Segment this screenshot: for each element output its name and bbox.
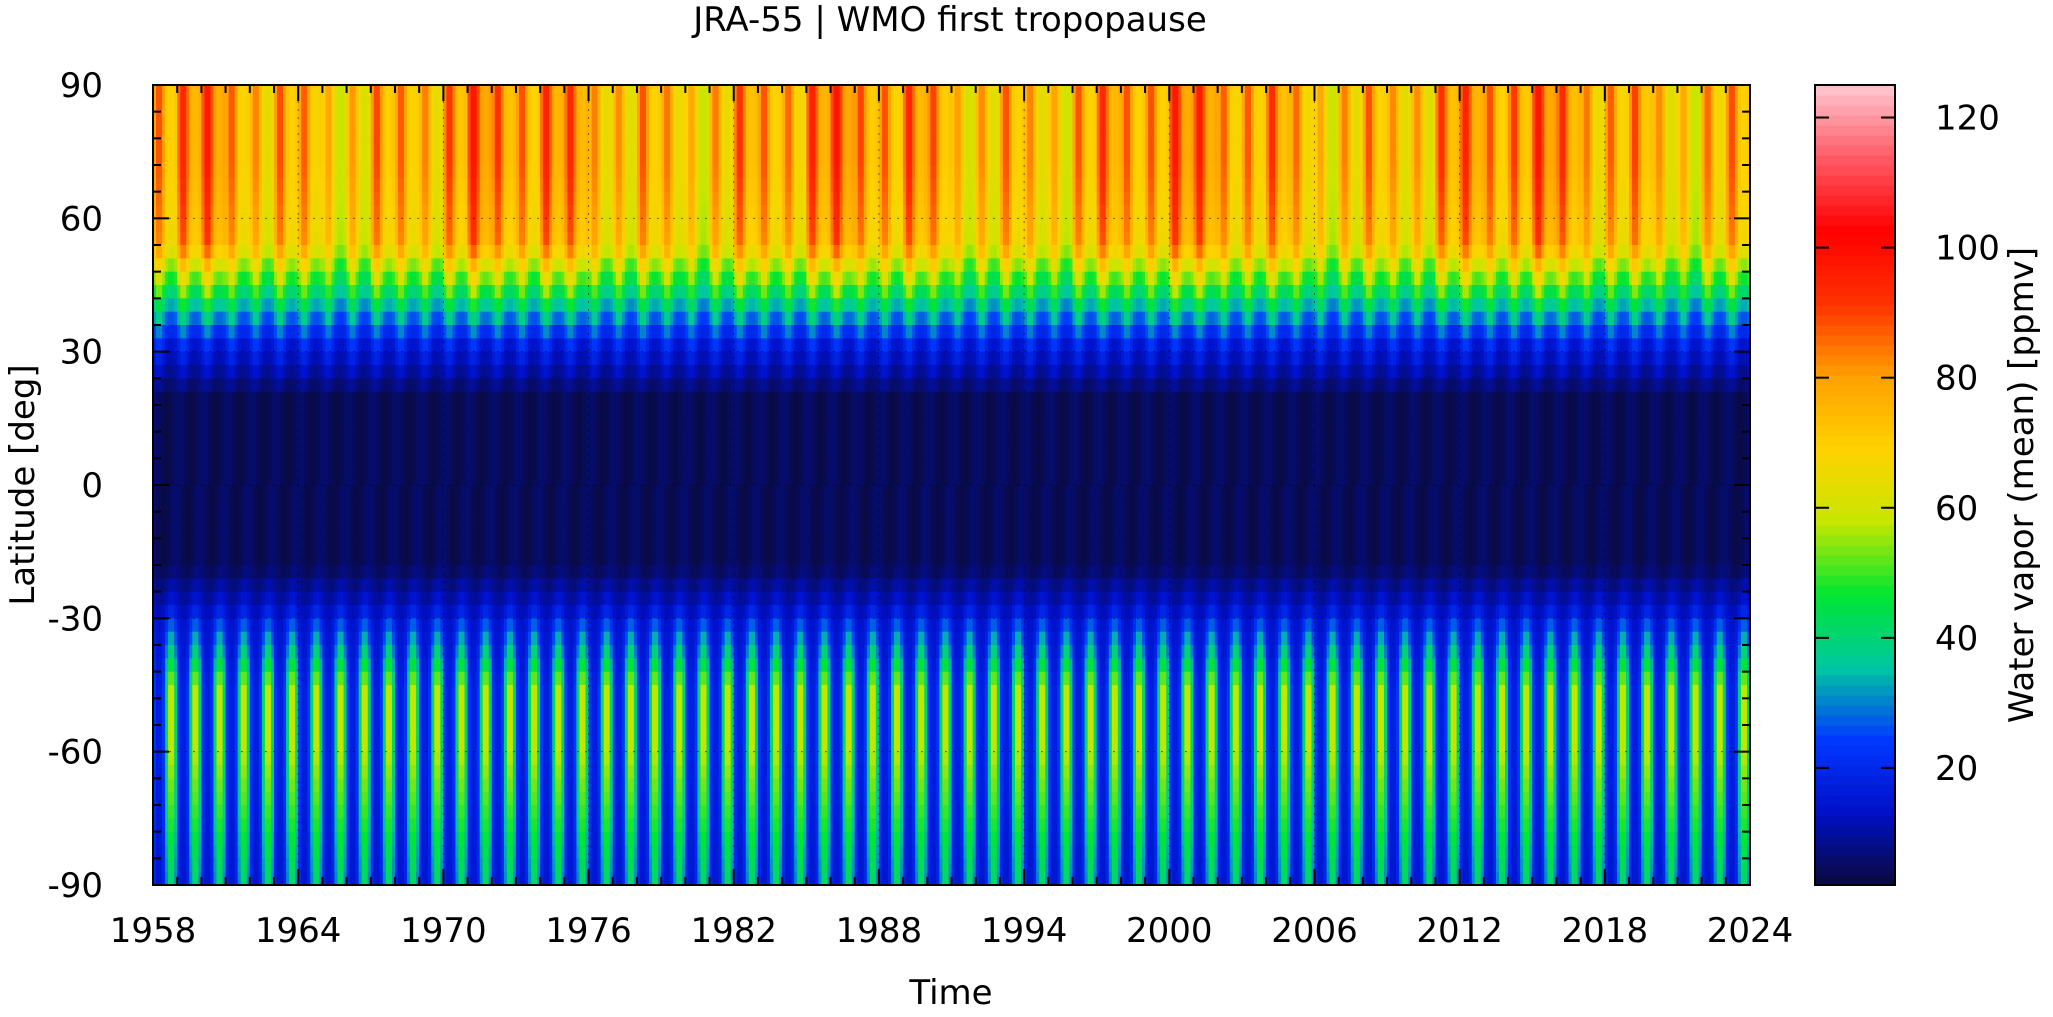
chart-title: JRA-55 | WMO first tropopause	[691, 0, 1207, 40]
heatmap	[153, 85, 1751, 886]
